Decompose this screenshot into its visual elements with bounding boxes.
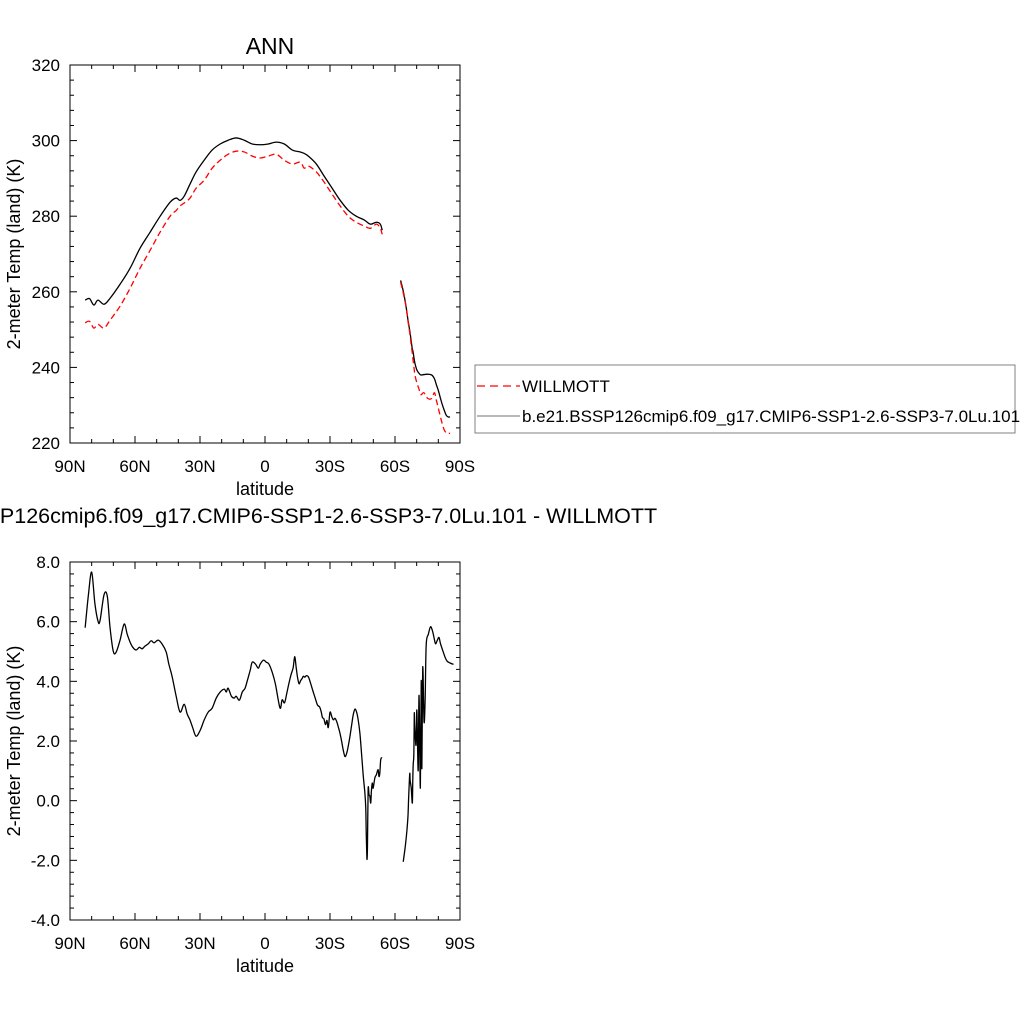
svg-text:4.0: 4.0 bbox=[36, 672, 60, 691]
svg-text:WILLMOTT: WILLMOTT bbox=[522, 377, 610, 396]
svg-text:b.e21.BSSP126cmip6.f09_g17.CMI: b.e21.BSSP126cmip6.f09_g17.CMIP6-SSP1-2.… bbox=[522, 407, 1020, 426]
svg-text:ANN: ANN bbox=[246, 33, 295, 59]
svg-text:-4.0: -4.0 bbox=[31, 911, 60, 930]
svg-text:0: 0 bbox=[260, 934, 269, 953]
svg-text:6.0: 6.0 bbox=[36, 613, 60, 632]
svg-text:90N: 90N bbox=[54, 457, 85, 476]
svg-text:2.0: 2.0 bbox=[36, 732, 60, 751]
svg-text:90S: 90S bbox=[445, 934, 475, 953]
svg-text:b.e21.BSSP126cmip6.f09_g17.CMI: b.e21.BSSP126cmip6.f09_g17.CMIP6-SSP1-2.… bbox=[0, 504, 657, 528]
svg-text:30S: 30S bbox=[315, 934, 345, 953]
svg-text:0: 0 bbox=[260, 457, 269, 476]
svg-text:30N: 30N bbox=[184, 457, 215, 476]
svg-text:300: 300 bbox=[32, 132, 60, 151]
svg-text:30N: 30N bbox=[184, 934, 215, 953]
svg-text:260: 260 bbox=[32, 283, 60, 302]
svg-text:2-meter Temp (land) (K): 2-meter Temp (land) (K) bbox=[4, 159, 24, 350]
svg-text:30S: 30S bbox=[315, 457, 345, 476]
svg-text:60S: 60S bbox=[380, 934, 410, 953]
svg-text:0.0: 0.0 bbox=[36, 792, 60, 811]
svg-text:60N: 60N bbox=[119, 934, 150, 953]
svg-text:220: 220 bbox=[32, 434, 60, 453]
svg-text:320: 320 bbox=[32, 56, 60, 75]
svg-text:-2.0: -2.0 bbox=[31, 851, 60, 870]
svg-text:latitude: latitude bbox=[236, 956, 294, 976]
svg-text:60N: 60N bbox=[119, 457, 150, 476]
svg-text:240: 240 bbox=[32, 358, 60, 377]
svg-text:280: 280 bbox=[32, 207, 60, 226]
svg-text:90N: 90N bbox=[54, 934, 85, 953]
svg-text:90S: 90S bbox=[445, 457, 475, 476]
svg-text:60S: 60S bbox=[380, 457, 410, 476]
svg-text:8.0: 8.0 bbox=[36, 553, 60, 572]
svg-text:latitude: latitude bbox=[236, 479, 294, 499]
svg-text:2-meter Temp (land) (K): 2-meter Temp (land) (K) bbox=[4, 646, 24, 837]
